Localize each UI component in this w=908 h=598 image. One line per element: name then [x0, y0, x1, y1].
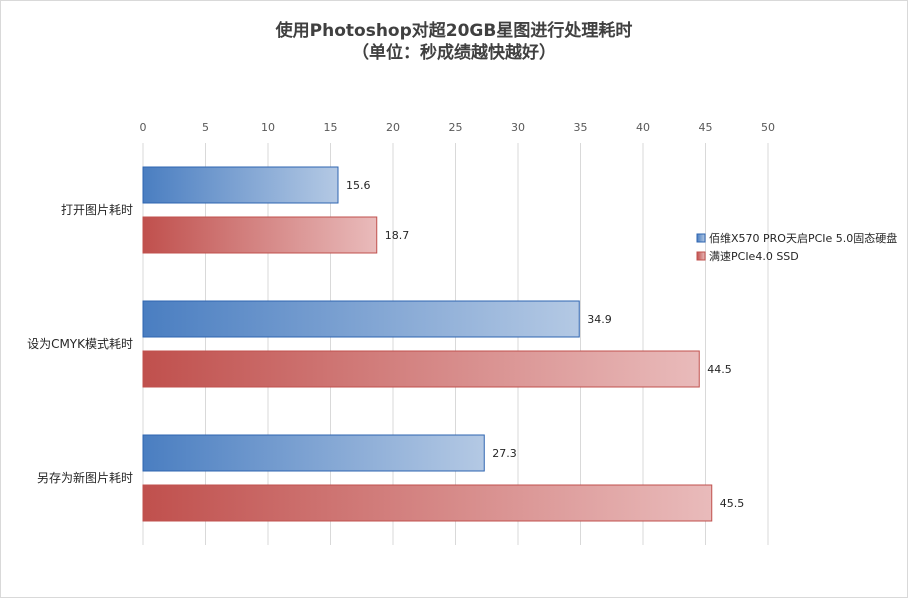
- category-label: 打开图片耗时: [61, 203, 133, 217]
- data-label: 18.7: [385, 229, 410, 242]
- x-tick-label: 35: [574, 121, 588, 134]
- legend-label: 佰维X570 PRO天启PCIe 5.0固态硬盘: [709, 231, 897, 245]
- gridlines: [142, 143, 769, 545]
- category-label: 设为CMYK模式耗时: [27, 337, 133, 351]
- legend-swatch: [696, 251, 706, 261]
- x-tick-label: 25: [449, 121, 463, 134]
- data-label: 15.6: [346, 179, 371, 192]
- bar: [142, 166, 339, 204]
- legend-swatch: [696, 233, 706, 243]
- x-tick-label: 50: [761, 121, 775, 134]
- x-tick-label: 0: [140, 121, 147, 134]
- category-label: 另存为新图片耗时: [37, 470, 133, 485]
- bar: [142, 434, 485, 472]
- x-tick-label: 45: [699, 121, 713, 134]
- x-tick-label: 40: [636, 121, 650, 134]
- data-label: 44.5: [707, 363, 732, 376]
- legend-label: 满速PCIe4.0 SSD: [709, 250, 799, 263]
- x-axis-ticks: 0 5 10 15 20 25 30 35 40 45 50: [140, 121, 776, 134]
- data-label: 27.3: [492, 447, 517, 460]
- chart-title: 使用Photoshop对超20GB星图进行处理耗时: [275, 21, 633, 41]
- x-tick-label: 15: [324, 121, 338, 134]
- bar: [142, 300, 580, 338]
- x-tick-label: 30: [511, 121, 525, 134]
- bar: [142, 484, 713, 522]
- bars: [142, 166, 713, 522]
- data-label: 34.9: [587, 313, 612, 326]
- data-label: 45.5: [720, 497, 745, 510]
- bar: [142, 216, 378, 254]
- bar: [142, 350, 700, 388]
- x-tick-label: 20: [386, 121, 400, 134]
- x-tick-label: 10: [261, 121, 275, 134]
- data-labels: 15.6 18.7 34.9 44.5 27.3 45.5: [346, 179, 744, 510]
- chart-subtitle: （单位：秒成绩越快越好）: [352, 43, 556, 63]
- x-tick-label: 5: [202, 121, 209, 134]
